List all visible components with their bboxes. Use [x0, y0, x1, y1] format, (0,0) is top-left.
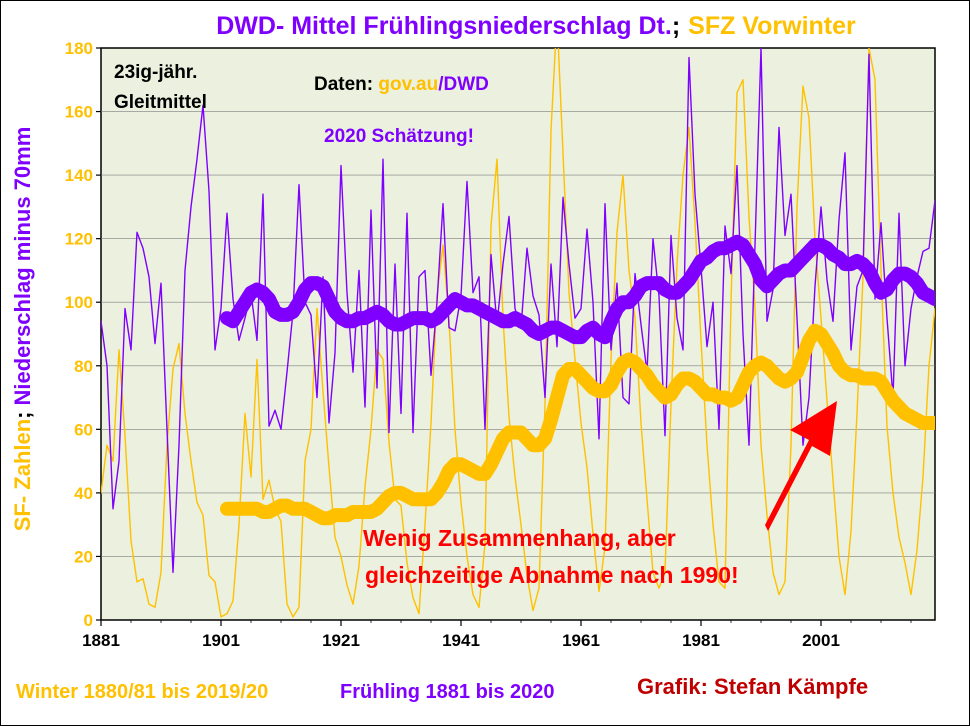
y-axis-label: SF- Zahlen; Niederschlag minus 70mm [10, 127, 35, 532]
x-tick-label: 1881 [82, 631, 120, 650]
series-line-sunspot_gleit23 [220, 323, 935, 526]
footer-credit: Grafik: Stefan Kämpfe [637, 674, 868, 699]
tick-labels: 0 20 40 60 80 100 120 140 160 180 1881 1901 1921 1941… [65, 39, 840, 650]
y-tick-label: 80 [74, 357, 93, 376]
ylabel-part-precip: Niederschlag minus 70mm [10, 127, 35, 406]
gleitmittel-line1: 23ig-jähr. [114, 62, 197, 83]
title-part-sunspot: SFZ Vorwinter [688, 12, 856, 40]
x-tick-label: 1941 [442, 631, 480, 650]
daten-slash: / [438, 74, 444, 95]
series-line-precip_gleit23 [220, 234, 935, 345]
x-tick-label: 1981 [682, 631, 720, 650]
y-tick-label: 20 [74, 547, 93, 566]
daten-source-2: DWD [444, 74, 489, 95]
red-arrow [765, 401, 837, 531]
daten-label: Daten: [314, 74, 378, 95]
y-tick-label: 60 [74, 420, 93, 439]
ylabel-separator: ; [10, 412, 35, 419]
chart-title: DWD- Mittel Frühlingsniederschlag Dt.; SF… [216, 12, 856, 40]
y-tick-label: 140 [65, 166, 93, 185]
y-tick-label: 180 [65, 39, 93, 58]
title-part-precip: DWD- Mittel Frühlingsniederschlag Dt. [216, 12, 672, 40]
axes [96, 47, 912, 626]
series-layer [101, 48, 935, 618]
ylabel-part-sunspot: SF- Zahlen [10, 419, 35, 531]
estimate-note: 2020 Schätzung! [324, 126, 474, 147]
y-tick-label: 100 [65, 293, 93, 312]
daten-source-1: gov.au [378, 74, 438, 95]
x-tick-label: 1961 [562, 631, 600, 650]
title-separator: ; [672, 12, 680, 40]
footer-fruehling: Frühling 1881 bis 2020 [340, 681, 555, 703]
gleitmittel-line2: Gleitmittel [114, 92, 207, 113]
message-line1: Wenig Zusammenhang, aber [363, 525, 676, 551]
y-tick-label: 0 [84, 611, 93, 630]
data-source-note: Daten: gov.au/DWD [314, 74, 489, 95]
y-tick-label: 120 [65, 230, 93, 249]
footer-winter: Winter 1880/81 bis 2019/20 [16, 681, 268, 703]
series-line-sunspot_winter [101, 48, 935, 618]
y-tick-label: 40 [74, 484, 93, 503]
x-tick-label: 1901 [202, 631, 240, 650]
x-tick-label: 2001 [802, 631, 840, 650]
y-tick-label: 160 [65, 103, 93, 122]
message-line2: gleichzeitige Abnahme nach 1990! [365, 562, 739, 588]
x-tick-label: 1921 [322, 631, 360, 650]
